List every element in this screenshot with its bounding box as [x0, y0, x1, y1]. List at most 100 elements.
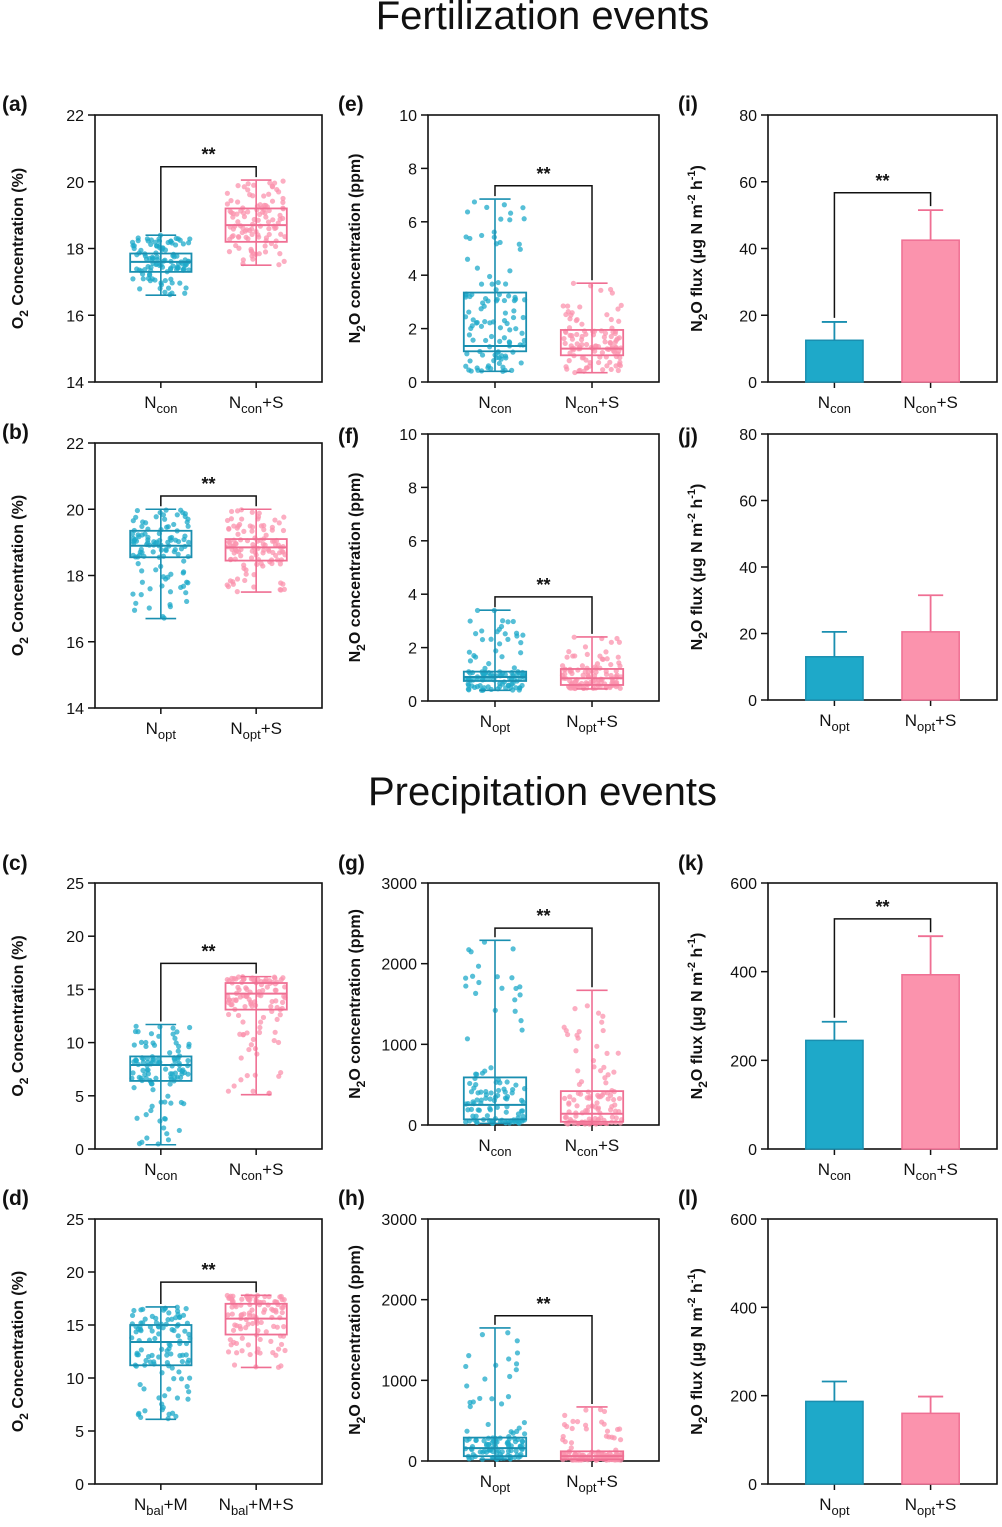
- data-point: [153, 1320, 160, 1326]
- data-point: [145, 1071, 152, 1077]
- significance-bracket: [160, 962, 257, 1022]
- data-point: [481, 1438, 487, 1444]
- y-tick-label: 20: [66, 929, 84, 946]
- data-point: [266, 978, 273, 984]
- data-point: [270, 1307, 276, 1313]
- data-point: [489, 281, 495, 287]
- data-point: [616, 639, 622, 645]
- data-point: [260, 987, 266, 994]
- x-tick-label: Ncon+S: [903, 1160, 958, 1183]
- data-point: [272, 1029, 278, 1035]
- y-tick-label: 25: [66, 1212, 84, 1229]
- data-point: [137, 1381, 143, 1388]
- panel-l: (l) 0 200 400 600 N2O flux (μg N m-2 h-1) Nopt…: [678, 1187, 998, 1518]
- plot-frame: [94, 1218, 323, 1485]
- data-point: [617, 663, 623, 669]
- data-point: [273, 998, 279, 1004]
- data-point: [583, 1426, 589, 1432]
- data-point: [224, 517, 231, 524]
- data-point: [174, 512, 180, 518]
- data-point: [511, 665, 517, 671]
- panel-label: (e): [338, 93, 364, 116]
- data-point: [165, 524, 171, 530]
- data-point: [233, 997, 239, 1004]
- data-point: [228, 516, 234, 522]
- data-point: [281, 514, 287, 520]
- y-tick-label: 8: [408, 161, 417, 178]
- data-point: [150, 1040, 156, 1046]
- data-point: [468, 1106, 475, 1112]
- data-point: [568, 1440, 575, 1446]
- data-point: [277, 216, 283, 222]
- x-tick-label: Nopt: [480, 1472, 511, 1495]
- data-point: [612, 1108, 619, 1114]
- data-point: [563, 1027, 569, 1034]
- data-point: [261, 527, 267, 533]
- panel-h: (h) 0 1000 2000 3000 N2O concentration (ppm) N…: [338, 1187, 660, 1495]
- data-point: [174, 1074, 181, 1080]
- y-tick-label: 8: [408, 480, 417, 497]
- data-point: [499, 985, 505, 991]
- data-point: [616, 361, 622, 368]
- data-point: [251, 182, 257, 188]
- data-point: [520, 314, 526, 321]
- panel-k: (k) 0 200 400 600 N2O flux (μg N m-2 h-1) Ncon…: [678, 852, 998, 1183]
- data-point: [148, 1031, 155, 1037]
- data-point: [142, 1316, 148, 1322]
- panel-label: (d): [2, 1187, 29, 1210]
- data-point: [464, 1383, 470, 1389]
- data-point: [514, 1428, 520, 1434]
- data-point: [154, 254, 160, 260]
- data-point: [501, 318, 508, 324]
- data-point: [273, 225, 279, 231]
- data-point: [145, 275, 152, 282]
- data-point: [567, 1116, 573, 1123]
- data-point: [597, 1068, 604, 1074]
- data-point: [599, 1092, 605, 1098]
- data-point: [469, 973, 476, 979]
- bar: [901, 631, 960, 701]
- data-point: [516, 1120, 522, 1126]
- data-point: [235, 219, 241, 225]
- data-point: [239, 1348, 245, 1354]
- data-point: [185, 580, 191, 586]
- data-point: [261, 522, 267, 529]
- data-point: [279, 999, 286, 1005]
- y-tick-label: 0: [408, 1118, 417, 1135]
- data-point: [183, 261, 189, 268]
- data-point: [501, 202, 507, 208]
- data-point: [467, 658, 474, 664]
- data-point: [475, 963, 482, 969]
- data-point: [580, 672, 586, 678]
- data-point: [148, 241, 154, 248]
- data-point: [262, 249, 269, 255]
- data-point: [519, 1027, 525, 1033]
- data-point: [240, 225, 246, 231]
- data-point: [577, 1091, 584, 1097]
- data-point: [487, 320, 493, 326]
- x-tick-label: Nopt: [146, 719, 177, 742]
- data-point: [521, 1419, 527, 1426]
- data-point: [474, 1119, 480, 1125]
- data-point: [267, 180, 273, 186]
- y-tick-label: 600: [730, 876, 757, 893]
- data-point: [138, 1347, 144, 1353]
- significance-bracket: [833, 918, 932, 1018]
- y-tick-label: 18: [66, 569, 84, 586]
- data-point: [497, 641, 503, 647]
- data-point: [572, 653, 578, 659]
- data-point: [139, 568, 145, 574]
- significance-bracket: [160, 1281, 257, 1304]
- data-point: [184, 1383, 190, 1390]
- data-point: [477, 1395, 483, 1402]
- x-tick-label: Nopt+S: [566, 1472, 618, 1495]
- data-point: [172, 1035, 178, 1041]
- data-point: [502, 281, 509, 287]
- data-point: [573, 1048, 579, 1054]
- panel-label: (h): [338, 1187, 365, 1210]
- data-point: [246, 1312, 253, 1319]
- data-point: [512, 296, 519, 302]
- data-point: [611, 1097, 617, 1103]
- data-point: [185, 240, 192, 246]
- data-point: [469, 683, 475, 689]
